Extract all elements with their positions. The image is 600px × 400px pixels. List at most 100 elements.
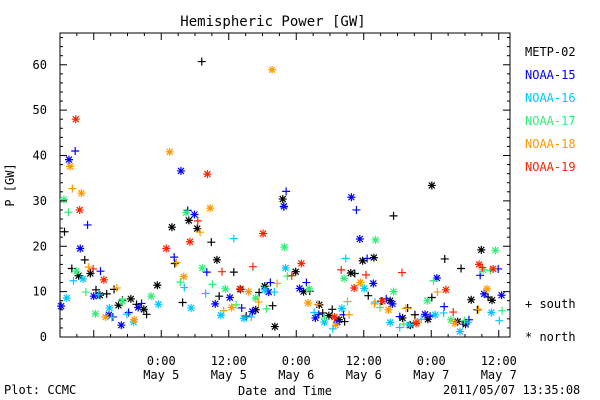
- data-point-north: [65, 155, 73, 164]
- data-point-north: [337, 304, 346, 313]
- data-point-north: [244, 287, 253, 296]
- data-point-north: [185, 237, 194, 246]
- data-point-south: [201, 289, 210, 298]
- data-point-north: [279, 202, 288, 211]
- data-point-south: [352, 205, 361, 214]
- data-point-south: [67, 264, 76, 273]
- data-point-south: [202, 268, 211, 277]
- legend-entry: NOAA-18: [525, 137, 576, 151]
- y-tick-label: 40: [33, 149, 47, 163]
- data-point-north: [278, 195, 287, 204]
- data-point-south: [337, 265, 346, 274]
- data-point-north: [221, 284, 230, 293]
- data-point-south: [498, 306, 507, 315]
- data-point-north: [405, 320, 414, 329]
- data-point-south: [71, 146, 80, 155]
- data-point-south: [262, 304, 271, 313]
- data-point-south: [457, 264, 466, 273]
- data-point-north: [259, 229, 268, 238]
- data-point-north: [467, 295, 476, 304]
- data-point-south: [84, 263, 93, 272]
- data-point-north: [280, 243, 289, 252]
- data-point-south: [60, 227, 69, 236]
- data-point-north: [346, 269, 355, 278]
- data-point-north: [270, 322, 279, 331]
- data-point-north: [118, 297, 127, 306]
- data-point-north: [76, 244, 85, 253]
- data-point-south: [196, 228, 205, 237]
- data-point-south: [401, 304, 410, 313]
- data-point-south: [340, 317, 349, 326]
- data-point-north: [356, 278, 365, 287]
- x-tick-time: 0:00: [282, 354, 311, 368]
- data-point-south: [268, 301, 277, 310]
- data-point-north: [281, 264, 290, 273]
- data-point-south: [313, 300, 322, 309]
- data-point-north: [497, 291, 506, 300]
- data-point-north: [421, 310, 430, 319]
- data-point-north: [340, 274, 349, 283]
- data-point-north: [453, 317, 462, 326]
- plot-timestamp: 2011/05/07 13:35:08: [443, 383, 581, 397]
- legend-north-marker: * north: [525, 330, 576, 344]
- data-point-south: [178, 298, 187, 307]
- data-point-north: [324, 311, 333, 320]
- data-point-south: [345, 310, 354, 319]
- data-point-north: [153, 281, 162, 290]
- data-point-north: [72, 267, 81, 276]
- data-point-north: [59, 195, 68, 204]
- data-point-south: [248, 262, 257, 271]
- data-point-north: [398, 313, 407, 322]
- data-point-south: [449, 308, 458, 317]
- data-point-south: [287, 271, 296, 280]
- data-point-south: [273, 279, 282, 288]
- data-point-north: [432, 274, 441, 283]
- data-point-north: [291, 267, 300, 276]
- data-point-north: [62, 293, 71, 302]
- data-point-north: [491, 246, 500, 255]
- data-point-south: [302, 278, 311, 287]
- legend-entry: METP-02: [525, 45, 576, 59]
- x-tick-date: May 6: [278, 368, 314, 382]
- data-point-north: [268, 65, 277, 74]
- legend-entry: NOAA-15: [525, 68, 576, 82]
- data-point-south: [389, 211, 398, 220]
- y-tick-label: 10: [33, 285, 47, 299]
- data-point-south: [254, 298, 263, 307]
- data-point-north: [299, 287, 308, 296]
- data-point-north: [79, 274, 88, 283]
- data-point-south: [429, 276, 438, 285]
- data-point-south: [395, 323, 404, 332]
- data-point-north: [360, 284, 369, 293]
- data-point-north: [482, 284, 491, 293]
- data-point-north: [386, 318, 395, 327]
- y-tick-label: 50: [33, 103, 47, 117]
- data-point-north: [431, 310, 440, 319]
- data-point-south: [343, 297, 352, 306]
- data-point-south: [94, 290, 103, 299]
- data-point-north: [450, 319, 459, 328]
- x-tick-date: May 6: [346, 368, 382, 382]
- data-point-north: [198, 264, 207, 273]
- data-point-north: [487, 308, 496, 317]
- data-point-north: [134, 303, 143, 312]
- data-point-south: [399, 319, 408, 328]
- data-point-south: [229, 234, 238, 243]
- data-point-north: [130, 315, 139, 324]
- data-point-north: [355, 234, 364, 243]
- data-point-south: [427, 293, 436, 302]
- data-point-south: [229, 268, 238, 277]
- data-point-north: [384, 305, 393, 314]
- y-tick-label: 60: [33, 58, 47, 72]
- data-point-south: [364, 291, 373, 300]
- data-point-north: [212, 255, 221, 264]
- data-point-south: [81, 288, 90, 297]
- y-tick-label: 0: [40, 330, 47, 344]
- data-point-north: [165, 147, 174, 156]
- data-point-north: [162, 244, 171, 253]
- data-point-north: [236, 284, 244, 293]
- data-point-north: [333, 318, 342, 327]
- data-point-north: [369, 279, 378, 288]
- data-point-south: [83, 220, 92, 229]
